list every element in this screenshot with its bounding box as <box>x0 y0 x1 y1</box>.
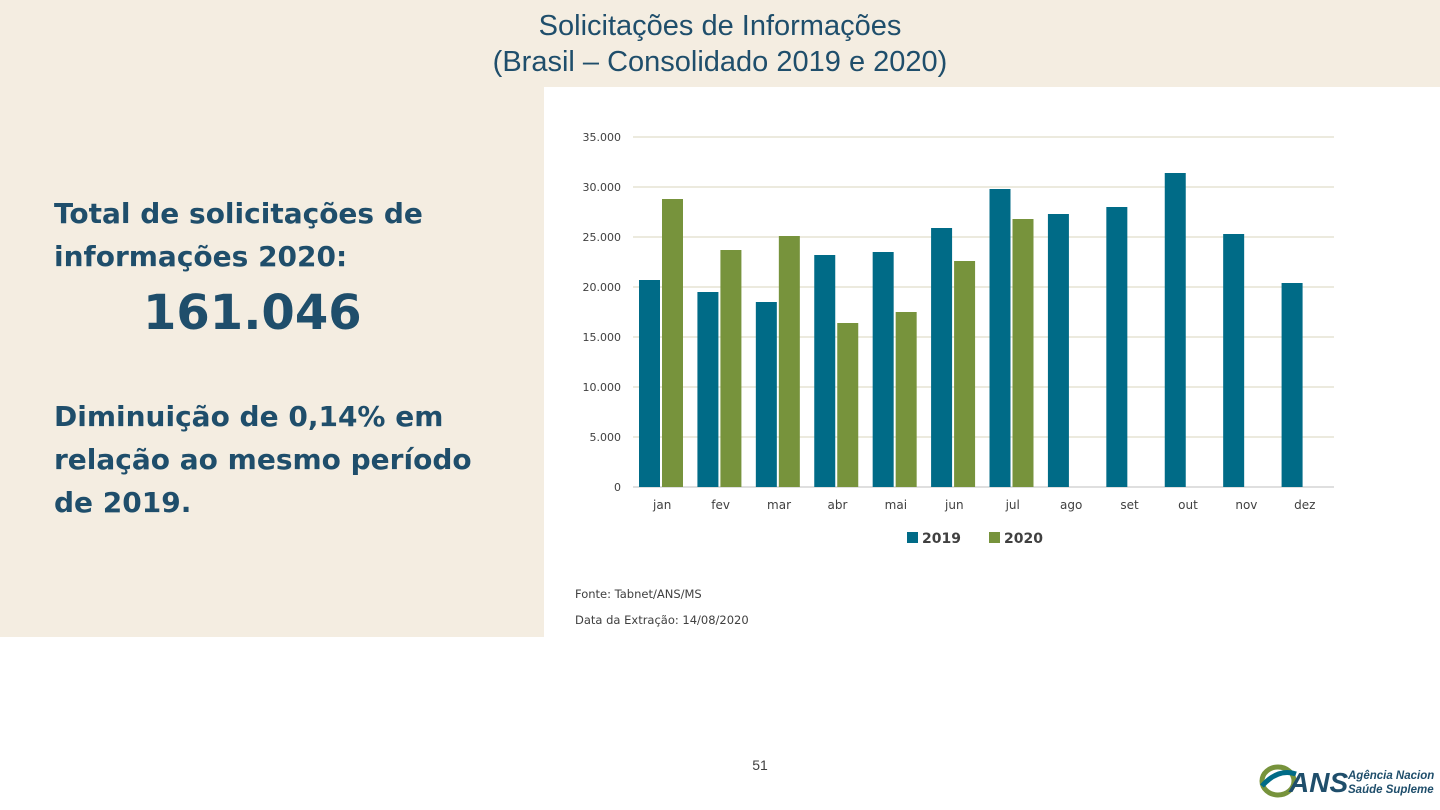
x-tick-label: mar <box>767 498 791 512</box>
header-band <box>0 0 1440 87</box>
x-tick-label: dez <box>1294 498 1315 512</box>
bar-2019 <box>1223 234 1245 487</box>
x-tick-label: set <box>1120 498 1139 512</box>
bar-2019 <box>989 189 1011 487</box>
extraction-date-note: Data da Extração: 14/08/2020 <box>575 613 749 627</box>
bar-2019 <box>755 302 777 487</box>
bar-2020 <box>778 236 800 487</box>
bar-2020 <box>720 250 742 487</box>
bar-2020 <box>895 312 917 487</box>
x-tick-label: nov <box>1235 498 1257 512</box>
ans-logo-line1: Agência Nacional de <box>1347 770 1434 782</box>
y-tick-label: 25.000 <box>583 231 622 244</box>
page-number: 51 <box>752 757 768 773</box>
x-tick-label: jun <box>944 498 964 512</box>
ans-logo-brand: ANS <box>1288 767 1348 798</box>
ans-logo: ANS Agência Nacional de Saúde Suplementa… <box>1259 764 1434 798</box>
y-tick-label: 10.000 <box>583 381 622 394</box>
bar-2020 <box>837 323 859 487</box>
slide-title-line2: (Brasil – Consolidado 2019 e 2020) <box>492 46 948 78</box>
ans-logo-swoosh-icon <box>1259 764 1297 798</box>
y-tick-label: 20.000 <box>583 281 622 294</box>
bar-2020 <box>662 199 683 487</box>
x-tick-label: out <box>1178 498 1198 512</box>
ans-logo-line2: Saúde Suplementar <box>1348 784 1434 796</box>
bar-2019 <box>1281 283 1303 487</box>
legend-swatch <box>989 532 1000 543</box>
x-tick-label: abr <box>828 498 848 512</box>
x-tick-label: jul <box>1005 498 1020 512</box>
bar-2019 <box>814 255 836 487</box>
summary-panel <box>0 87 544 637</box>
bar-2019 <box>1106 207 1128 487</box>
slide-title-line1: Solicitações de Informações <box>538 10 902 42</box>
source-note: Fonte: Tabnet/ANS/MS <box>575 587 702 601</box>
bar-2020 <box>1012 219 1034 487</box>
y-tick-label: 5.000 <box>590 431 622 444</box>
total-label: Total de solicitações de informações 202… <box>54 197 423 273</box>
y-tick-label: 35.000 <box>583 131 622 144</box>
legend-label: 2020 <box>1004 531 1043 547</box>
y-tick-label: 15.000 <box>583 331 622 344</box>
y-tick-label: 0 <box>614 481 621 494</box>
change-text: Diminuição de 0,14% em relação ao mesmo … <box>54 400 472 519</box>
slide-title: Solicitações de Informações (Brasil – Co… <box>0 8 1440 80</box>
x-tick-label: fev <box>711 498 730 512</box>
legend-label: 2019 <box>922 531 961 547</box>
total-value: 161.046 <box>143 285 362 341</box>
bar-2019 <box>639 280 660 487</box>
legend-swatch <box>907 532 918 543</box>
bar-2019 <box>1164 173 1186 487</box>
x-tick-label: mai <box>885 498 907 512</box>
x-tick-label: ago <box>1060 498 1082 512</box>
bar-2019 <box>872 252 894 487</box>
bar-2019 <box>1047 214 1069 487</box>
bar-2019 <box>697 292 719 487</box>
bar-2019 <box>931 228 953 487</box>
bar-chart: 0 5.000 10.000 15.000 20.000 25.000 30.000 35.0… <box>583 131 1334 547</box>
y-tick-label: 30.000 <box>583 181 622 194</box>
x-tick-label: jan <box>652 498 671 512</box>
bar-2020 <box>954 261 976 487</box>
